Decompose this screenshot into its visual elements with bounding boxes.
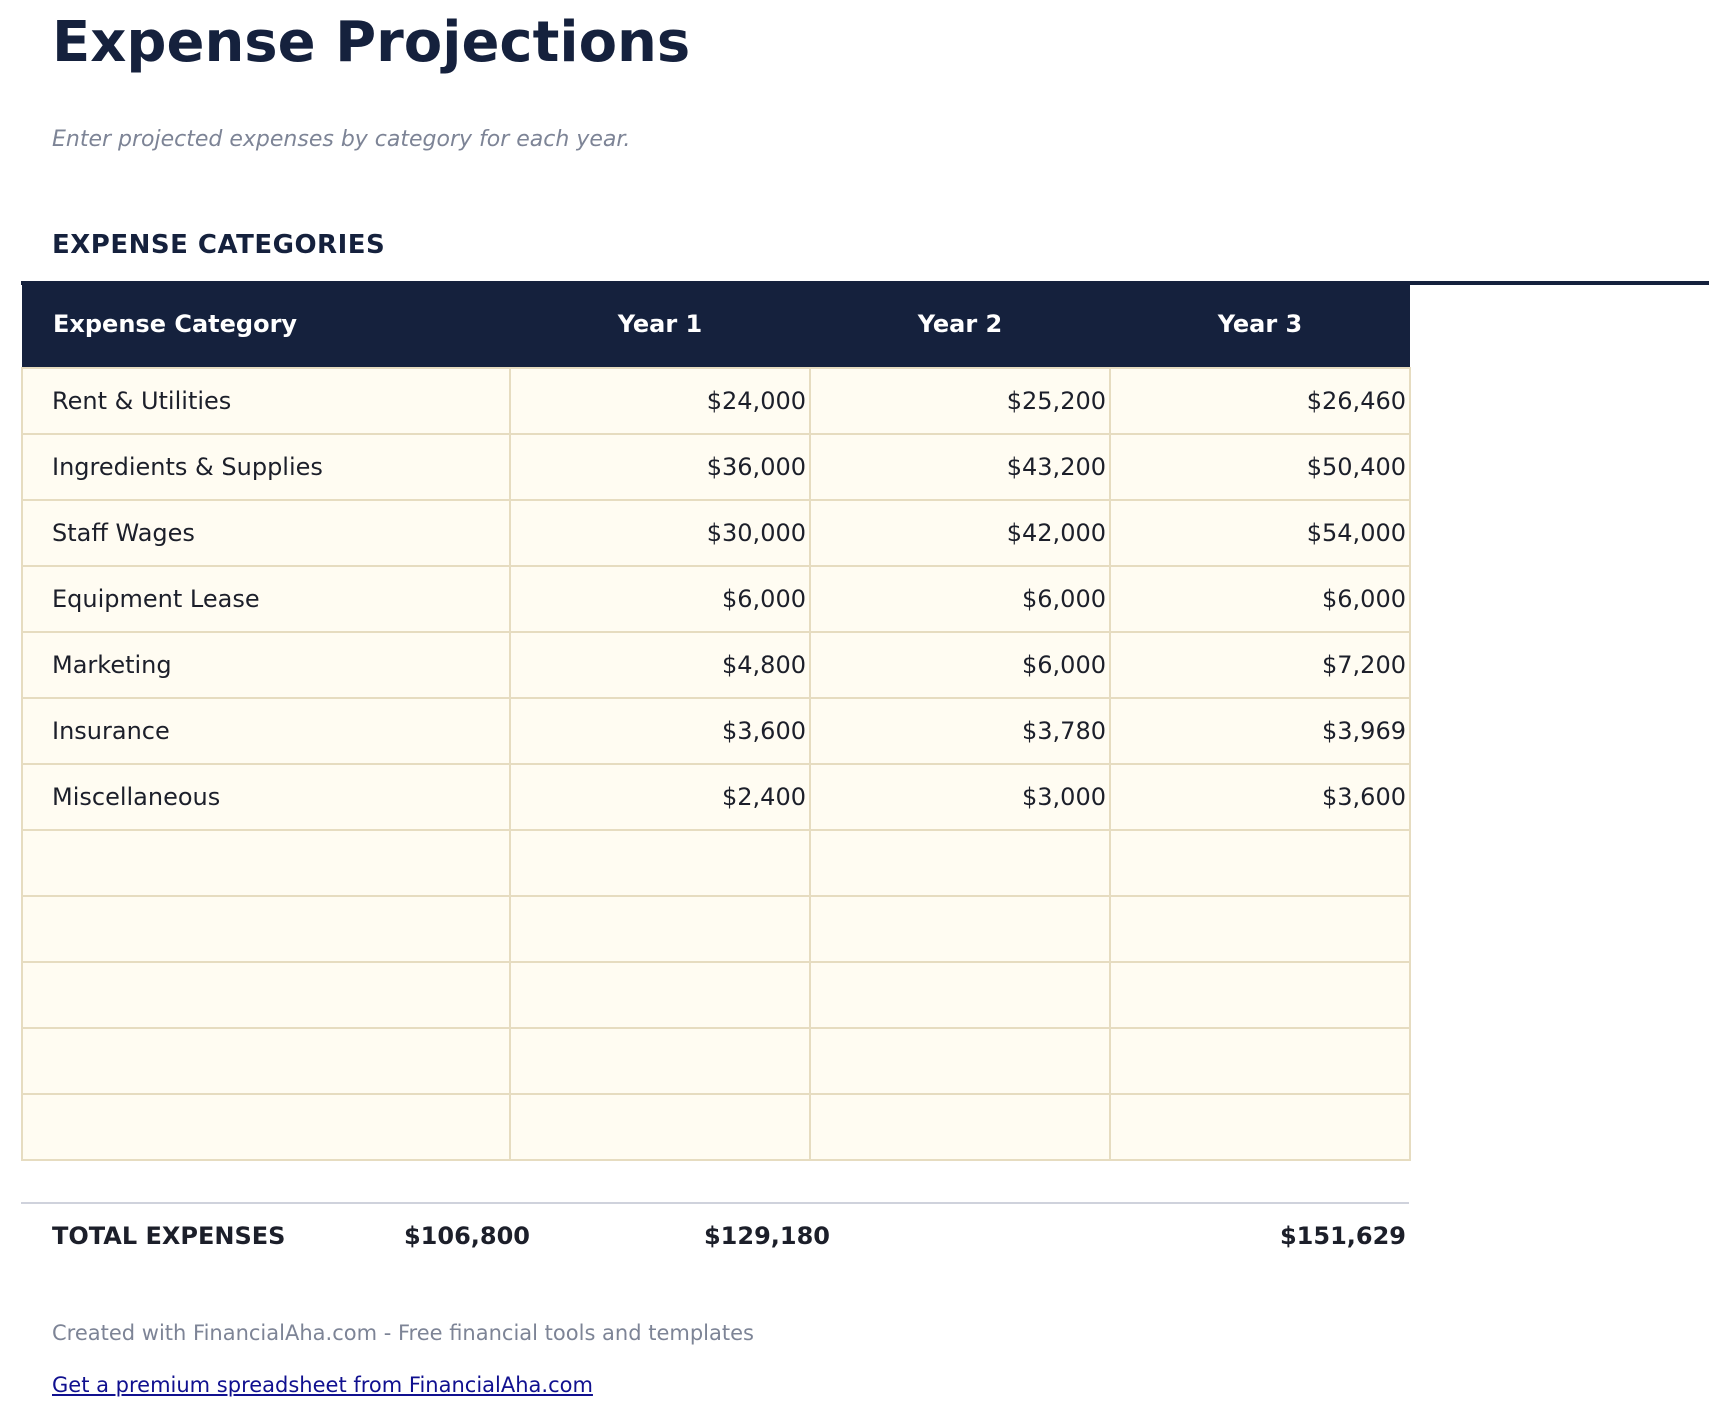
- year-1-cell[interactable]: $6,000: [509, 565, 811, 633]
- year-1-cell[interactable]: $4,800: [509, 631, 811, 699]
- column-header-category: Expense Category: [22, 281, 510, 368]
- section-title: EXPENSE CATEGORIES: [52, 230, 386, 260]
- year-3-cell[interactable]: [1109, 829, 1411, 897]
- table-row: [21, 961, 1411, 1029]
- totals-divider: [21, 1202, 1409, 1204]
- table-row: [21, 1027, 1411, 1095]
- category-cell[interactable]: Marketing: [21, 631, 511, 699]
- table-row: [21, 895, 1411, 963]
- column-header-year-2: Year 2: [810, 281, 1110, 368]
- year-1-cell[interactable]: $2,400: [509, 763, 811, 831]
- category-cell[interactable]: Staff Wages: [21, 499, 511, 567]
- year-1-cell[interactable]: [509, 961, 811, 1029]
- category-cell[interactable]: [21, 895, 511, 963]
- footer-credit: Created with FinancialAha.com - Free fin…: [52, 1321, 754, 1345]
- year-3-cell[interactable]: $3,969: [1109, 697, 1411, 765]
- table-row: Insurance $3,600 $3,780 $3,969: [21, 697, 1411, 765]
- category-cell[interactable]: [21, 829, 511, 897]
- total-year-2: $129,180: [703, 1222, 830, 1250]
- year-3-cell[interactable]: [1109, 1027, 1411, 1095]
- totals-label: TOTAL EXPENSES: [52, 1222, 286, 1250]
- premium-spreadsheet-link[interactable]: Get a premium spreadsheet from Financial…: [52, 1373, 593, 1397]
- category-cell[interactable]: Miscellaneous: [21, 763, 511, 831]
- year-2-cell[interactable]: $3,780: [809, 697, 1111, 765]
- expense-table: Expense Category Year 1 Year 2 Year 3 Re…: [21, 281, 1411, 1161]
- year-1-cell[interactable]: [509, 895, 811, 963]
- category-cell[interactable]: [21, 1027, 511, 1095]
- year-2-cell[interactable]: [809, 1093, 1111, 1161]
- year-1-cell[interactable]: $24,000: [509, 367, 811, 435]
- column-header-year-3: Year 3: [1110, 281, 1410, 368]
- year-3-cell[interactable]: [1109, 895, 1411, 963]
- category-cell[interactable]: Ingredients & Supplies: [21, 433, 511, 501]
- page-title: Expense Projections: [52, 10, 691, 75]
- year-3-cell[interactable]: $6,000: [1109, 565, 1411, 633]
- category-cell[interactable]: Rent & Utilities: [21, 367, 511, 435]
- table-row: Staff Wages $30,000 $42,000 $54,000: [21, 499, 1411, 567]
- table-row: Miscellaneous $2,400 $3,000 $3,600: [21, 763, 1411, 831]
- year-3-cell[interactable]: [1109, 1093, 1411, 1161]
- total-year-3: $151,629: [1279, 1222, 1406, 1250]
- table-row: [21, 829, 1411, 897]
- year-1-cell[interactable]: $3,600: [509, 697, 811, 765]
- year-2-cell[interactable]: $42,000: [809, 499, 1111, 567]
- year-2-cell[interactable]: $25,200: [809, 367, 1111, 435]
- year-1-cell[interactable]: [509, 1093, 811, 1161]
- category-cell[interactable]: Equipment Lease: [21, 565, 511, 633]
- category-cell[interactable]: [21, 961, 511, 1029]
- category-cell[interactable]: Insurance: [21, 697, 511, 765]
- year-3-cell[interactable]: $54,000: [1109, 499, 1411, 567]
- totals-row: TOTAL EXPENSES $106,800 $129,180 $151,62…: [21, 1222, 1409, 1258]
- table-row: Equipment Lease $6,000 $6,000 $6,000: [21, 565, 1411, 633]
- page-subtitle: Enter projected expenses by category for…: [52, 127, 631, 152]
- table-row: Marketing $4,800 $6,000 $7,200: [21, 631, 1411, 699]
- table-header-row: Expense Category Year 1 Year 2 Year 3: [22, 281, 1410, 368]
- year-3-cell[interactable]: $7,200: [1109, 631, 1411, 699]
- year-2-cell[interactable]: $3,000: [809, 763, 1111, 831]
- total-year-1: $106,800: [403, 1222, 530, 1250]
- year-1-cell[interactable]: $30,000: [509, 499, 811, 567]
- year-1-cell[interactable]: $36,000: [509, 433, 811, 501]
- year-2-cell[interactable]: [809, 829, 1111, 897]
- year-3-cell[interactable]: $26,460: [1109, 367, 1411, 435]
- year-3-cell[interactable]: $50,400: [1109, 433, 1411, 501]
- year-3-cell[interactable]: $3,600: [1109, 763, 1411, 831]
- table-row: Ingredients & Supplies $36,000 $43,200 $50,…: [21, 433, 1411, 501]
- table-row: Rent & Utilities $24,000 $25,200 $26,460: [21, 367, 1411, 435]
- year-2-cell[interactable]: [809, 1027, 1111, 1095]
- category-cell[interactable]: [21, 1093, 511, 1161]
- year-2-cell[interactable]: $6,000: [809, 565, 1111, 633]
- year-2-cell[interactable]: [809, 961, 1111, 1029]
- year-1-cell[interactable]: [509, 829, 811, 897]
- column-header-year-1: Year 1: [510, 281, 810, 368]
- year-2-cell[interactable]: [809, 895, 1111, 963]
- year-2-cell[interactable]: $43,200: [809, 433, 1111, 501]
- year-3-cell[interactable]: [1109, 961, 1411, 1029]
- year-1-cell[interactable]: [509, 1027, 811, 1095]
- year-2-cell[interactable]: $6,000: [809, 631, 1111, 699]
- table-row: [21, 1093, 1411, 1161]
